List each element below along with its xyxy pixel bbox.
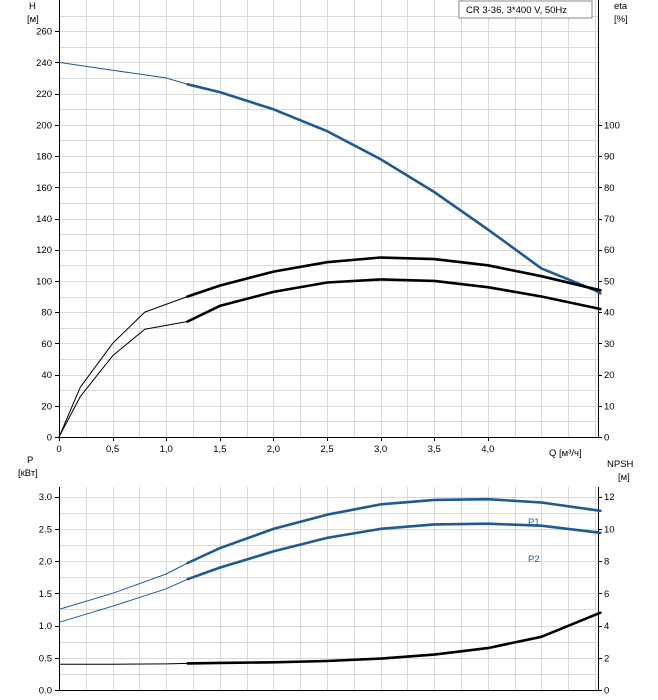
left-tick-label: 180 [36, 152, 52, 163]
right-tick-label: 0 [604, 686, 609, 697]
series-0-extrapolated [58, 61, 188, 85]
left-tick-label: 40 [41, 370, 52, 381]
right-tick-label: 50 [604, 276, 615, 287]
series-2-extrapolated [59, 662, 188, 665]
right-tick-label: 30 [604, 339, 615, 350]
left-tick-label: 0.5 [39, 653, 52, 664]
left-tick-label: 100 [36, 276, 52, 287]
head-efficiency-panel: 0204060801001201401601802002202402600102… [36, 0, 620, 455]
left-tick-label: 80 [41, 308, 52, 319]
left-tick-label: 2.0 [39, 557, 52, 568]
right-tick-label: 4 [604, 621, 609, 632]
series-0-line [186, 83, 602, 295]
right-tick-label: 20 [604, 370, 615, 381]
x-tick-label: 3,0 [374, 444, 387, 455]
right-tick-label: 100 [604, 120, 620, 131]
left-tick-label: 120 [36, 245, 52, 256]
x-tick-label: 0,5 [106, 444, 119, 455]
right-tick-label: 2 [604, 653, 609, 664]
npsh-axis-unit: [м] [618, 472, 630, 483]
series-0-extrapolated [58, 562, 188, 610]
left-tick-label: 2.5 [39, 524, 52, 535]
right-tick-label: 40 [604, 308, 615, 319]
series-1-extrapolated [58, 296, 188, 438]
power-axis-unit: [кВт] [18, 468, 38, 479]
x-tick-label: 2,5 [320, 444, 333, 455]
right-tick-label: 70 [604, 214, 615, 225]
title-box [458, 0, 593, 19]
right-tick-label: 8 [604, 557, 609, 568]
power-axis-label: P [27, 455, 33, 466]
right-tick-label: 0 [604, 433, 609, 444]
left-tick-label: 1.5 [39, 589, 52, 600]
left-tick-label: 0 [47, 433, 52, 444]
left-tick-label: 220 [36, 89, 52, 100]
right-tick-label: 60 [604, 245, 615, 256]
series-1-extrapolated [58, 578, 188, 623]
right-tick-label: 12 [604, 492, 615, 503]
series-2-line [186, 611, 602, 665]
series-1-line [186, 256, 602, 298]
left-tick-label: 140 [36, 214, 52, 225]
left-tick-label: 0.0 [39, 686, 52, 697]
head-axis-unit: [м] [27, 14, 39, 25]
right-tick-label: 10 [604, 524, 615, 535]
left-tick-label: 3.0 [39, 492, 52, 503]
left-tick-label: 200 [36, 120, 52, 131]
left-tick-label: 1.0 [39, 621, 52, 632]
left-tick-label: 160 [36, 183, 52, 194]
flow-axis-label: Q [м³/ч] [549, 448, 582, 459]
series-2-line [186, 278, 602, 323]
left-tick-label: 240 [36, 58, 52, 69]
power-npsh-panel: 0.0 0.5 1.0 1.5 2.0 2.5 3.0 0 2 4 6 8 10 12 [39, 487, 615, 697]
series-2-extrapolated [58, 321, 188, 438]
left-tick-label: 260 [36, 27, 52, 38]
eta-axis-label: eta [614, 1, 628, 12]
x-tick-label: 2,0 [267, 444, 280, 455]
x-tick-label: 4,0 [481, 444, 494, 455]
series-1-line [186, 522, 602, 581]
right-tick-label: 6 [604, 589, 609, 600]
series-label-p2: P2 [528, 554, 540, 565]
title-text: CR 3-36, 3*400 V, 50Hz [466, 5, 567, 16]
left-tick-label: 20 [41, 401, 52, 412]
eta-axis-unit: [%] [614, 14, 628, 25]
npsh-axis-label: NPSH [607, 459, 634, 470]
x-tick-label: 0 [56, 444, 61, 455]
right-tick-label: 10 [604, 401, 615, 412]
series-0-line [186, 497, 602, 565]
head-axis-label: H [29, 1, 36, 12]
x-tick-label: 1,0 [160, 444, 173, 455]
right-tick-label: 90 [604, 152, 615, 163]
x-tick-label: 1,5 [213, 444, 226, 455]
x-tick-label: 3,5 [428, 444, 441, 455]
left-tick-label: 60 [41, 339, 52, 350]
series-label-p1: P1 [528, 517, 540, 528]
right-tick-label: 80 [604, 183, 615, 194]
